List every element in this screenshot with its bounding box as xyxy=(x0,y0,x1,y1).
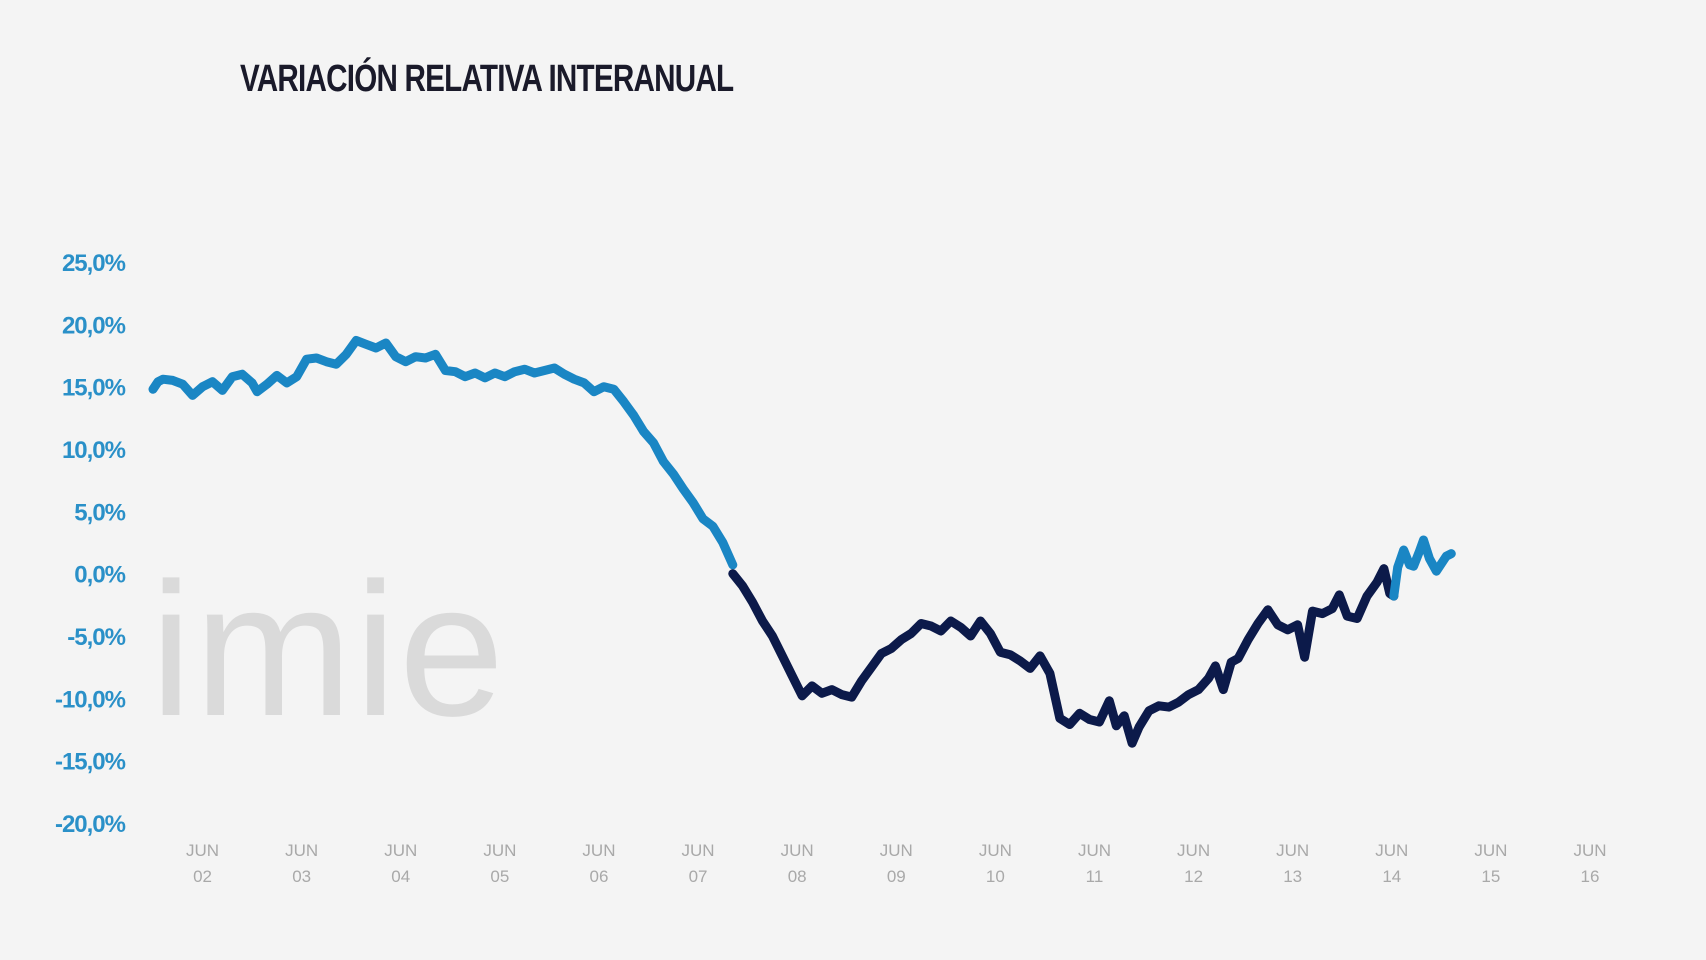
x-tick-label: JUN xyxy=(880,841,913,860)
y-tick-label: 10,0% xyxy=(62,437,126,464)
x-tick-label: 04 xyxy=(391,867,410,886)
series-line xyxy=(1389,535,1456,601)
y-tick-label: 5,0% xyxy=(74,499,125,526)
series-line xyxy=(728,564,1399,748)
x-tick-label: 16 xyxy=(1581,867,1600,886)
y-tick-label: -5,0% xyxy=(67,624,125,651)
x-tick-label: 12 xyxy=(1184,867,1203,886)
x-tick-label: JUN xyxy=(1276,841,1309,860)
y-tick-label: 20,0% xyxy=(62,312,126,339)
watermark-logo: imie xyxy=(150,544,507,756)
y-tick-label: -20,0% xyxy=(55,811,126,838)
x-tick-label: JUN xyxy=(979,841,1012,860)
x-tick-label: JUN xyxy=(682,841,715,860)
x-tick-label: JUN xyxy=(483,841,516,860)
x-tick-label: 08 xyxy=(788,867,807,886)
y-tick-label: 25,0% xyxy=(62,250,126,277)
x-tick-label: 10 xyxy=(986,867,1005,886)
y-tick-label: -10,0% xyxy=(55,686,126,713)
x-tick-label: 06 xyxy=(590,867,609,886)
x-tick-label: 14 xyxy=(1382,867,1401,886)
x-tick-label: 11 xyxy=(1086,867,1104,886)
x-tick-label: 09 xyxy=(887,867,906,886)
x-tick-label: 02 xyxy=(193,867,212,886)
chart-title: VARIACIÓN RELATIVA INTERANUAL xyxy=(240,58,734,100)
x-tick-label: JUN xyxy=(1474,841,1507,860)
x-tick-label: JUN xyxy=(1375,841,1408,860)
x-tick-label: 05 xyxy=(490,867,509,886)
x-tick-label: JUN xyxy=(285,841,318,860)
x-tick-label: JUN xyxy=(384,841,417,860)
x-tick-label: 13 xyxy=(1283,867,1302,886)
x-tick-label: JUN xyxy=(582,841,615,860)
y-tick-label: 0,0% xyxy=(74,562,125,589)
x-tick-label: JUN xyxy=(1573,841,1606,860)
y-tick-label: -15,0% xyxy=(55,749,126,776)
x-tick-label: 15 xyxy=(1481,867,1500,886)
x-tick-label: JUN xyxy=(1177,841,1210,860)
x-tick-label: 03 xyxy=(292,867,311,886)
x-tick-label: JUN xyxy=(781,841,814,860)
y-tick-label: 15,0% xyxy=(62,375,126,402)
series-line xyxy=(148,336,738,570)
x-tick-label: 07 xyxy=(689,867,708,886)
x-tick-label: JUN xyxy=(186,841,219,860)
x-tick-label: JUN xyxy=(1078,841,1111,860)
